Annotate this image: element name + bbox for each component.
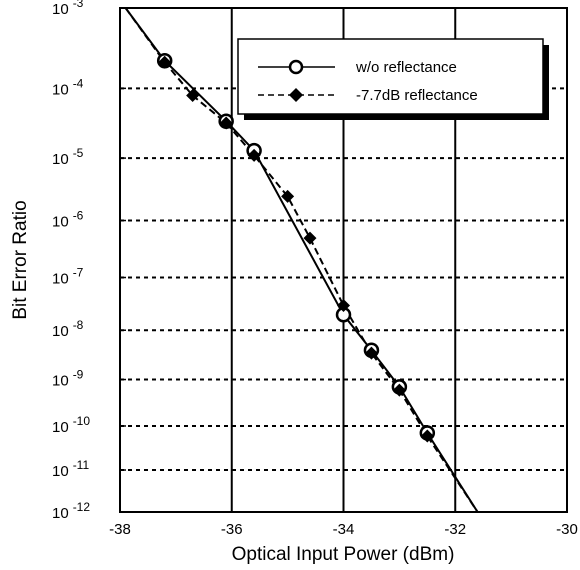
y-tick-label: 10 -3 bbox=[52, 0, 84, 18]
point-reflectance bbox=[392, 383, 406, 397]
y-tick-label: 10 -6 bbox=[52, 209, 84, 231]
x-tick-label: -36 bbox=[221, 521, 243, 538]
y-tick-label: 10 -5 bbox=[52, 146, 84, 168]
series-line-reflectance bbox=[124, 8, 479, 512]
y-tick-label: 10 -9 bbox=[52, 368, 84, 390]
y-tick-label: 10 -8 bbox=[52, 318, 84, 340]
y-tick-label: 10 -12 bbox=[52, 500, 90, 522]
legend-label-wo: w/o reflectance bbox=[355, 59, 457, 76]
point-reflectance bbox=[247, 148, 261, 162]
legend-marker-refl bbox=[289, 88, 303, 102]
legend-marker-wo bbox=[288, 59, 304, 75]
legend: w/o reflectance -7.7dB reflectance bbox=[237, 38, 549, 120]
x-axis-title: Optical Input Power (dBm) bbox=[232, 544, 455, 565]
y-ticks: 10-3 10-4 10-5 10-6 10-7 10-8 10-9 10-10 10-11 10… bbox=[52, 0, 126, 522]
y-tick-label: 10 -10 bbox=[52, 414, 90, 436]
point-reflectance bbox=[303, 231, 317, 245]
point-reflectance bbox=[219, 116, 233, 130]
x-tick-label: -38 bbox=[109, 521, 131, 538]
x-tick-label: -30 bbox=[556, 521, 578, 538]
y-tick-label: 10 -4 bbox=[52, 76, 84, 98]
point-reflectance bbox=[281, 189, 295, 203]
y-tick-label: 10 -11 bbox=[52, 458, 89, 480]
y-axis-title: Bit Error Ratio bbox=[10, 200, 31, 319]
legend-label-refl: -7.7dB reflectance bbox=[356, 87, 478, 104]
point-reflectance bbox=[364, 346, 378, 360]
point-reflectance bbox=[186, 89, 200, 103]
legend-box bbox=[237, 38, 544, 115]
x-tick-label: -34 bbox=[333, 521, 355, 538]
y-tick-label: 10 -7 bbox=[52, 266, 84, 288]
point-reflectance bbox=[420, 429, 434, 443]
markers bbox=[156, 52, 436, 443]
point-reflectance bbox=[158, 55, 172, 69]
point-reflectance bbox=[337, 299, 350, 313]
x-ticks: -38 -36 -34 -32 -30 bbox=[109, 506, 578, 538]
x-tick-label: -32 bbox=[444, 521, 466, 538]
